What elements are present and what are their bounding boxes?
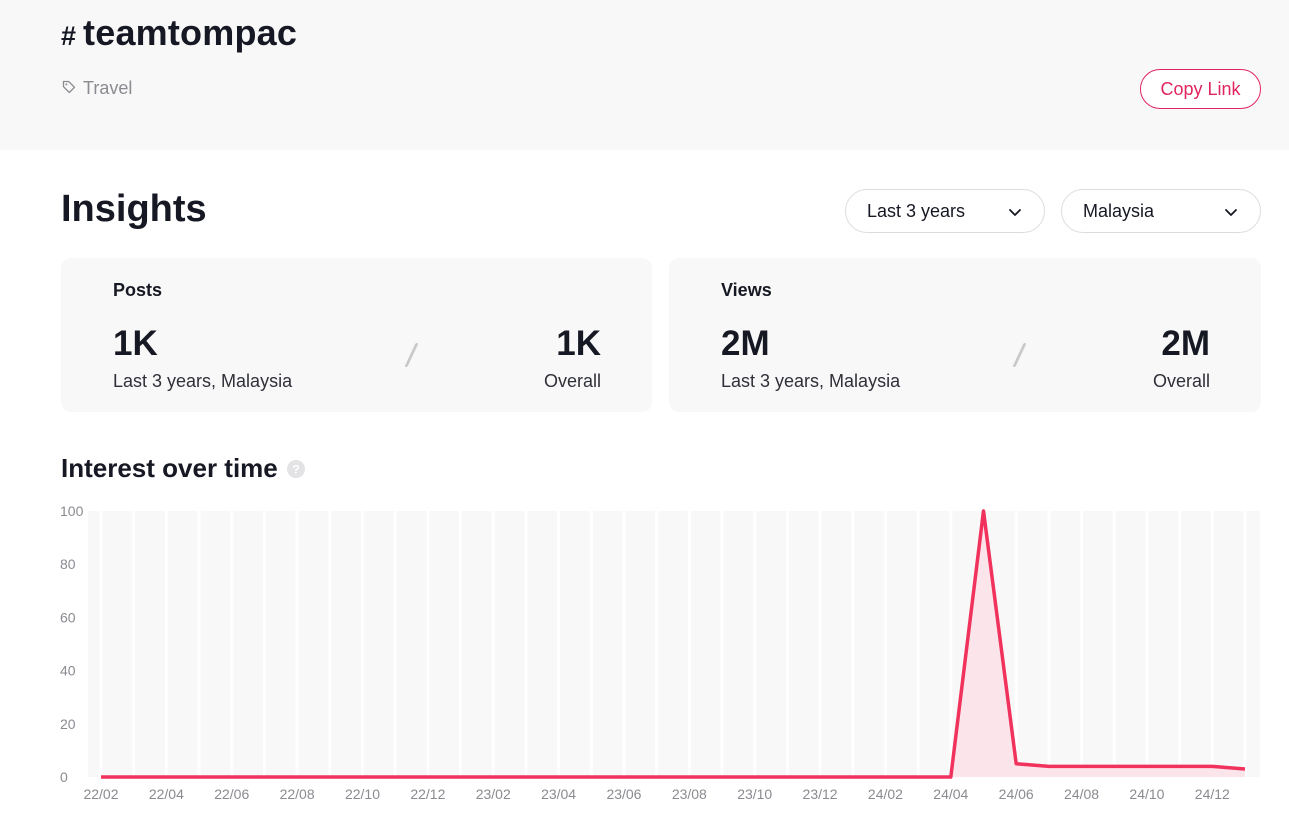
x-tick-label: 24/02 xyxy=(868,786,903,802)
copy-link-button[interactable]: Copy Link xyxy=(1140,69,1261,109)
x-tick-label: 22/08 xyxy=(280,786,315,802)
divider-slash xyxy=(404,343,419,367)
x-tick-label: 22/02 xyxy=(83,786,118,802)
x-tick-label: 22/12 xyxy=(410,786,445,802)
interest-title-text: Interest over time xyxy=(61,453,278,483)
chart-plot-area xyxy=(88,511,1260,777)
hashtag-title: # teamtompac xyxy=(61,12,297,54)
posts-overall-label: Overall xyxy=(543,371,601,391)
x-tick-label: 23/10 xyxy=(737,786,772,802)
views-value: 2M xyxy=(721,324,770,363)
help-icon[interactable]: ? xyxy=(286,459,305,478)
y-tick-label: 0 xyxy=(60,769,68,785)
x-tick-label: 23/08 xyxy=(672,786,707,802)
posts-overall-value: 1K xyxy=(556,324,601,363)
posts-label: Posts xyxy=(113,280,163,300)
interest-over-time-heading: Interest over time ? xyxy=(61,453,305,484)
time-range-dropdown[interactable]: Last 3 years xyxy=(845,189,1045,233)
y-tick-label: 20 xyxy=(60,716,76,732)
x-tick-label: 23/02 xyxy=(476,786,511,802)
divider-slash xyxy=(1012,343,1027,367)
x-tick-label: 23/06 xyxy=(606,786,641,802)
y-tick-label: 100 xyxy=(60,503,84,519)
views-overall-label: Overall xyxy=(1152,371,1210,391)
region-dropdown[interactable]: Malaysia xyxy=(1061,189,1261,233)
views-stat-card: Views 2M Last 3 years, Malaysia 2M Overa… xyxy=(669,258,1261,412)
posts-value: 1K xyxy=(113,324,158,363)
category-label: Travel xyxy=(83,78,133,98)
y-tick-label: 60 xyxy=(60,609,76,625)
y-tick-label: 80 xyxy=(60,556,76,572)
x-tick-label: 24/06 xyxy=(999,786,1034,802)
views-label: Views xyxy=(721,280,772,300)
series-line xyxy=(101,509,1246,779)
svg-text:?: ? xyxy=(292,462,299,476)
hashtag-header: # teamtompac Travel Copy Link xyxy=(0,0,1289,150)
x-tick-label: 24/12 xyxy=(1195,786,1230,802)
time-range-value: Last 3 years xyxy=(867,200,966,221)
category-tag: Travel xyxy=(62,78,132,99)
views-overall-value: 2M xyxy=(1161,324,1210,363)
hashtag-name: teamtompac xyxy=(83,12,298,53)
posts-period: Last 3 years, Malaysia xyxy=(113,371,293,391)
interest-chart: 0 20 40 60 80 100 22/02 22/04 22/06 22/08 22/10 22… xyxy=(60,503,1260,802)
posts-stat-card: Posts 1K Last 3 years, Malaysia 1K Overa… xyxy=(61,258,652,412)
x-tick-label: 23/04 xyxy=(541,786,576,802)
hash-symbol: # xyxy=(61,21,77,51)
x-tick-label: 24/04 xyxy=(933,786,968,802)
chevron-down-icon xyxy=(1224,201,1238,222)
x-tick-label: 23/12 xyxy=(803,786,838,802)
insights-heading: Insights xyxy=(61,188,207,230)
region-value: Malaysia xyxy=(1083,200,1155,221)
views-period: Last 3 years, Malaysia xyxy=(721,371,901,391)
x-tick-label: 24/10 xyxy=(1129,786,1164,802)
chevron-down-icon xyxy=(1008,201,1022,222)
x-tick-label: 22/04 xyxy=(149,786,184,802)
x-tick-label: 24/08 xyxy=(1064,786,1099,802)
tag-icon xyxy=(62,78,83,99)
x-tick-label: 22/10 xyxy=(345,786,380,802)
y-tick-label: 40 xyxy=(60,663,76,679)
x-tick-label: 22/06 xyxy=(214,786,249,802)
